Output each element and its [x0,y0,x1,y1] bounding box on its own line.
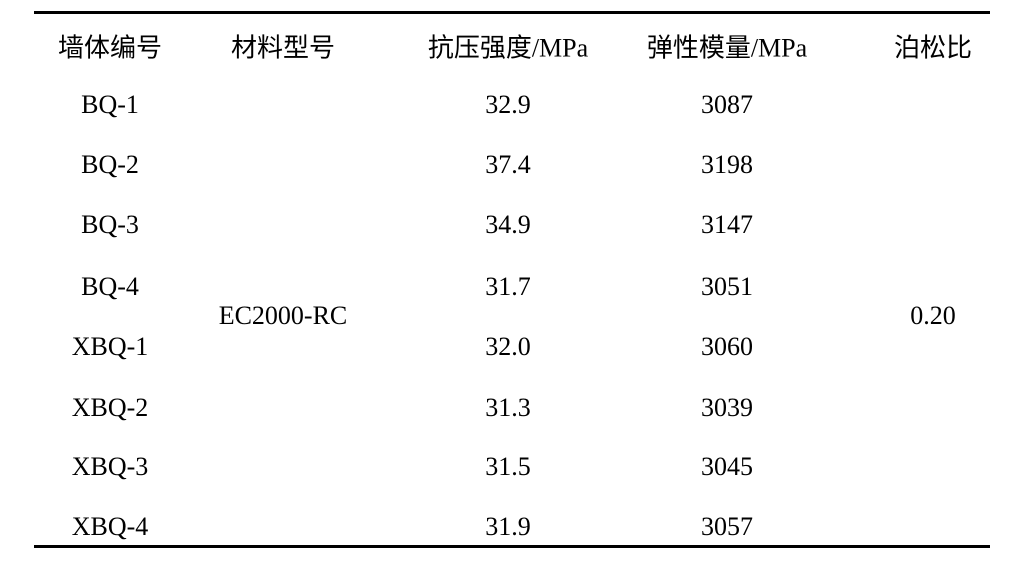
table-cell: BQ-4 [81,272,139,301]
bottom-rule [34,545,990,548]
merged-cell: EC2000-RC [218,301,348,330]
table-cell: 3060 [701,332,753,361]
table-cell: 3039 [701,393,753,422]
table-cell: 31.9 [485,512,531,541]
table-cell: XBQ-2 [71,393,149,422]
header-cell: 材料型号 [230,33,336,63]
table-cell: 31.5 [485,452,531,481]
top-rule [34,11,990,14]
table-cell: 3087 [701,90,753,119]
merged-cell: 0.20 [910,301,956,330]
table-cell: 32.0 [485,332,531,361]
table-cell: BQ-3 [81,210,139,239]
header-cell: 墙体编号 [57,33,163,63]
table-cell: 32.9 [485,90,531,119]
table-cell: 37.4 [485,150,531,179]
table-cell: XBQ-4 [71,512,149,541]
header-cell: 泊松比 [893,33,973,63]
table-cell: 3147 [701,210,753,239]
header-cell: 抗压强度/MPa [427,33,589,63]
table-cell: BQ-1 [81,90,139,119]
table-cell: XBQ-1 [71,332,149,361]
table-cell: BQ-2 [81,150,139,179]
table-cell: 3198 [701,150,753,179]
table-cell: 31.7 [485,272,531,301]
table-cell: XBQ-3 [71,452,149,481]
table-cell: 34.9 [485,210,531,239]
table-cell: 3045 [701,452,753,481]
table-cell: 31.3 [485,393,531,422]
header-cell: 弹性模量/MPa [646,33,808,63]
table-cell: 3051 [701,272,753,301]
table-cell: 3057 [701,512,753,541]
